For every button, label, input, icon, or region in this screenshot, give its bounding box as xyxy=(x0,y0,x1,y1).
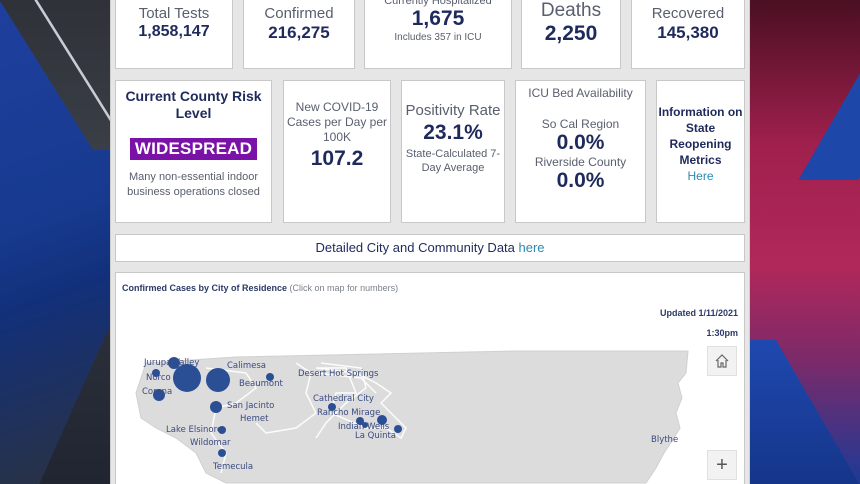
risk-level-description: Many non-essential indoor business opera… xyxy=(127,171,260,198)
recovered-label: Recovered xyxy=(651,5,725,22)
positivity-value: 23.1% xyxy=(423,121,483,144)
icu-county-value: 0.0% xyxy=(556,169,605,192)
recovered-value: 145,380 xyxy=(657,23,719,42)
city-label: Norco xyxy=(146,373,171,383)
city-label: Temecula xyxy=(212,462,253,472)
city-label: Lake Elsinore xyxy=(166,425,222,435)
city-marker[interactable] xyxy=(377,415,387,425)
icu-county-label: Riverside County xyxy=(534,155,627,169)
city-label: San Jacinto xyxy=(227,401,274,411)
background-left-panel xyxy=(0,0,112,484)
new-cases-label: New COVID-19 Cases per Day per 100K xyxy=(286,100,388,144)
city-label: Blythe xyxy=(651,435,678,445)
city-boundaries xyxy=(205,362,377,474)
covid-dashboard: Total Tests 1,858,147 Confirmed 216,275 … xyxy=(110,0,750,484)
hospitalized-icu-note: Includes 357 in ICU xyxy=(394,32,482,43)
map-title-text: Confirmed Cases by City of Residence xyxy=(122,283,288,293)
city-label: Wildomar xyxy=(190,438,231,448)
county-map[interactable] xyxy=(116,333,746,484)
background-right-panel xyxy=(748,0,860,484)
city-data-banner: Detailed City and Community Data here xyxy=(115,234,745,262)
city-marker[interactable] xyxy=(394,425,402,433)
map-updated-time: 1:30pm xyxy=(706,328,738,338)
deaths-value: 2,250 xyxy=(544,22,598,45)
home-icon xyxy=(715,354,729,368)
map-title: Confirmed Cases by City of Residence (Cl… xyxy=(122,283,398,293)
city-marker[interactable] xyxy=(356,417,364,425)
map-hint: (Click on map for numbers) xyxy=(287,283,399,293)
recovered-card: Recovered 145,380 xyxy=(631,0,745,69)
reopening-info-text: Information on State Reopening Metrics xyxy=(658,105,743,167)
home-button[interactable] xyxy=(707,346,737,376)
county-shape xyxy=(135,350,689,484)
map-updated: Updated 1/11/2021 1:30pm xyxy=(660,303,738,343)
hospitalized-value: 1,675 xyxy=(411,7,465,30)
icu-card: ICU Bed Availability So Cal Region 0.0% … xyxy=(515,80,646,223)
risk-level-badge: WIDESPREAD xyxy=(129,138,258,160)
total-tests-card: Total Tests 1,858,147 xyxy=(115,0,233,69)
city-marker[interactable] xyxy=(328,403,336,411)
positivity-card: Positivity Rate 23.1% State-Calculated 7… xyxy=(401,80,505,223)
confirmed-card: Confirmed 216,275 xyxy=(243,0,355,69)
positivity-label: Positivity Rate xyxy=(405,102,501,119)
city-label: Indian Wells xyxy=(338,422,390,432)
risk-level-title: Current County Risk Level xyxy=(125,88,262,121)
background-stripe xyxy=(0,0,112,150)
background-stripe xyxy=(32,330,112,484)
deaths-label: Deaths xyxy=(540,0,602,21)
new-cases-value: 107.2 xyxy=(310,147,364,170)
background-stripe xyxy=(798,60,860,180)
city-label: Calimesa xyxy=(227,361,266,371)
reopening-info-card[interactable]: Information on State Reopening Metrics H… xyxy=(656,80,745,223)
city-boundaries xyxy=(315,367,407,440)
deaths-card: Deaths 2,250 xyxy=(521,0,621,69)
total-tests-value: 1,858,147 xyxy=(138,23,210,40)
background-stripe xyxy=(748,340,860,484)
map-updated-date: Updated 1/11/2021 xyxy=(659,308,738,318)
city-data-link[interactable]: here xyxy=(518,240,545,255)
risk-level-card: Current County Risk Level WIDESPREAD Man… xyxy=(115,80,272,223)
city-label: Cathedral City xyxy=(313,394,374,404)
icu-region-value: 0.0% xyxy=(556,131,605,154)
city-data-text: Detailed City and Community Data xyxy=(315,240,519,255)
new-cases-card: New COVID-19 Cases per Day per 100K 107.… xyxy=(283,80,391,223)
reopening-info-link[interactable]: Here xyxy=(687,169,714,183)
city-label: La Quinta xyxy=(355,431,396,441)
city-label: Hemet xyxy=(240,414,269,424)
city-label: Beaumont xyxy=(239,379,284,389)
city-marker[interactable] xyxy=(153,389,165,401)
icu-heading: ICU Bed Availability xyxy=(528,86,633,100)
city-marker[interactable] xyxy=(218,449,226,457)
zoom-in-button[interactable]: + xyxy=(707,450,737,480)
city-marker[interactable] xyxy=(206,368,230,392)
city-label: Corona xyxy=(142,387,172,397)
confirmed-value: 216,275 xyxy=(268,23,330,42)
city-marker[interactable] xyxy=(362,422,368,428)
city-label: Rancho Mirage xyxy=(317,408,380,418)
icu-region-label: So Cal Region xyxy=(541,117,620,131)
city-marker[interactable] xyxy=(152,369,160,377)
city-marker[interactable] xyxy=(266,373,274,381)
cases-map-panel: Confirmed Cases by City of Residence (Cl… xyxy=(115,272,745,484)
plus-icon: + xyxy=(716,453,728,476)
city-marker[interactable] xyxy=(173,364,201,392)
hospitalized-label: Currently Hospitalized xyxy=(384,0,492,7)
city-label: Jurupa Valley xyxy=(143,358,199,368)
city-marker[interactable] xyxy=(168,357,180,369)
city-markers[interactable]: Jurupa Valley Norco Corona Calimesa Beaumont… xyxy=(116,333,746,484)
city-label: Desert Hot Springs xyxy=(298,369,379,379)
hospitalized-card: Currently Hospitalized 1,675 Includes 35… xyxy=(364,0,512,69)
confirmed-label: Confirmed xyxy=(264,5,334,22)
city-marker[interactable] xyxy=(210,401,222,413)
positivity-note: State-Calculated 7-Day Average xyxy=(405,148,501,174)
city-marker[interactable] xyxy=(218,426,226,434)
total-tests-label: Total Tests xyxy=(138,5,210,22)
